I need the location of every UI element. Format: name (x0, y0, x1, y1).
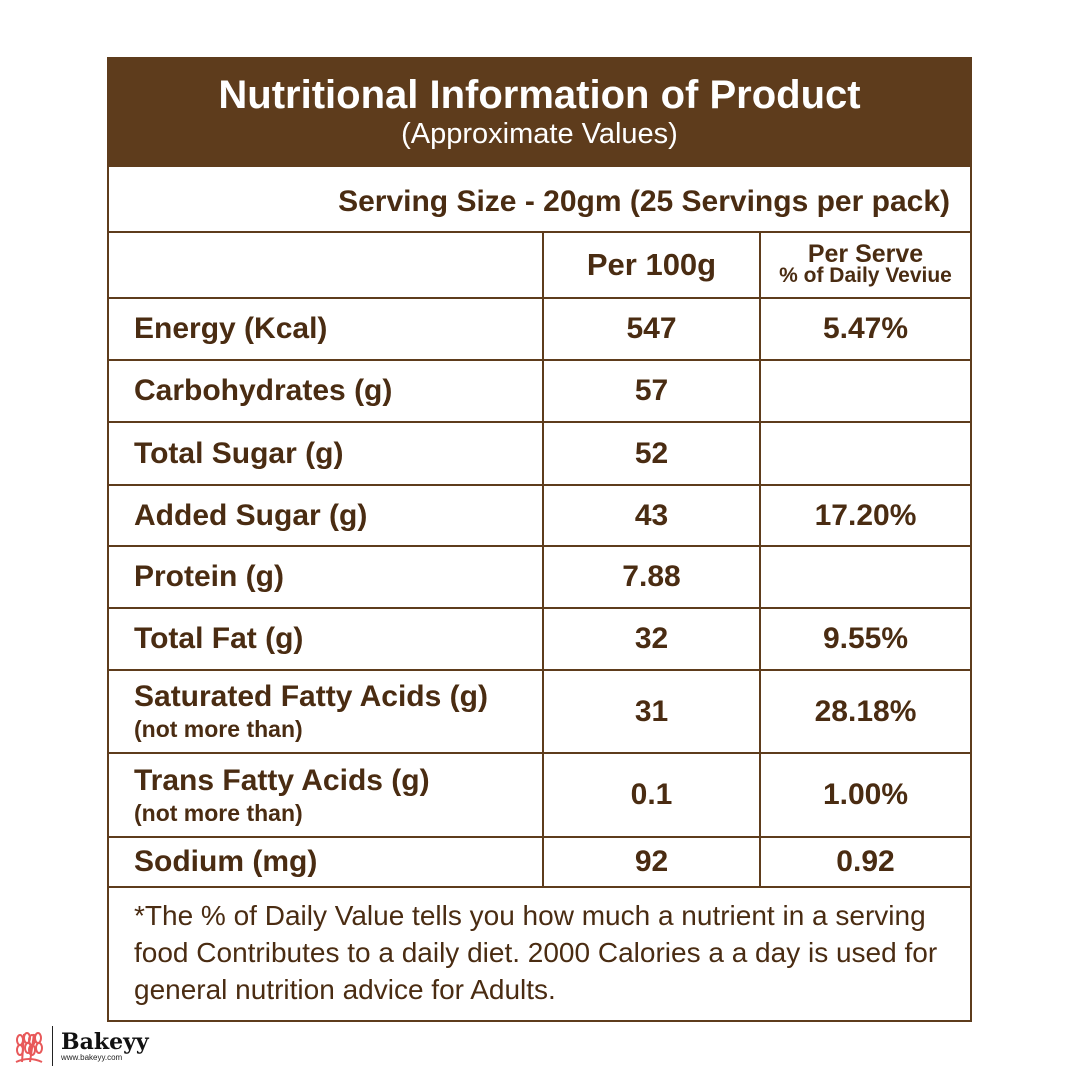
nutrient-name: Trans Fatty Acids (g) (134, 763, 430, 797)
per100-value: 32 (634, 622, 669, 655)
nutrient-name: Energy (Kcal) (134, 312, 328, 345)
nutrition-table: Nutritional Information of Product (Appr… (107, 57, 972, 1022)
nutrient-name: Total Fat (g) (134, 622, 304, 655)
table-row: Added Sugar (g) 43 17.20% (109, 486, 970, 547)
nutrient-name: Saturated Fatty Acids (g) (134, 680, 488, 713)
nutrient-note: (not more than) (134, 716, 303, 742)
daily-value: 28.18% (814, 694, 917, 728)
daily-value: 0.92 (836, 845, 895, 878)
per100-value: 57 (634, 374, 669, 407)
table-header: Nutritional Information of Product (Appr… (109, 59, 970, 167)
nutrient-name: Total Sugar (g) (134, 436, 344, 470)
subtitle: (Approximate Values) (401, 118, 678, 150)
table-row: Trans Fatty Acids (g) (not more than) 0.1… (109, 754, 970, 838)
daily-value: 17.20% (814, 498, 917, 532)
nutrient-name: Protein (g) (134, 560, 284, 593)
logo: Bakeyy www.bakeyy.com (14, 1026, 149, 1066)
nutrient-note: (not more than) (134, 799, 303, 826)
table-row: Energy (Kcal) 547 5.47% (109, 299, 970, 361)
daily-value: 5.47% (822, 312, 909, 345)
daily-value: 9.55% (822, 622, 909, 655)
serving-size: Serving Size - 20gm (25 Servings per pac… (109, 167, 970, 233)
logo-name: Bakeyy (61, 1028, 149, 1055)
daily-value: 1.00% (822, 778, 909, 811)
per100-value: 92 (634, 845, 669, 878)
per100-value: 52 (634, 436, 669, 470)
wheat-icon (15, 1032, 43, 1063)
per100-value: 31 (634, 694, 669, 728)
table-row: Saturated Fatty Acids (g) (not more than)… (109, 671, 970, 754)
table-row: Total Sugar (g) 52 (109, 423, 970, 486)
per100-value: 7.88 (622, 560, 681, 593)
nutrient-name: Carbohydrates (g) (134, 374, 393, 407)
col-perserve: Per Serve (807, 240, 924, 268)
table-row: Total Fat (g) 32 9.55% (109, 609, 970, 671)
per100-value: 0.1 (630, 778, 673, 811)
table-row: Carbohydrates (g) 57 (109, 361, 970, 423)
table-row: Sodium (mg) 92 0.92 (109, 838, 970, 888)
footnote: *The % of Daily Value tells you how much… (134, 900, 938, 1005)
per100-value: 43 (634, 498, 669, 532)
table-row: Protein (g) 7.88 (109, 547, 970, 609)
logo-url: www.bakeyy.com (61, 1052, 123, 1062)
column-header-row: Per 100g Per Serve % of Daily Veviue (109, 233, 970, 299)
nutrient-name: Sodium (mg) (134, 845, 318, 878)
nutrient-name: Added Sugar (g) (134, 498, 368, 532)
per100-value: 547 (626, 312, 677, 345)
col-per100: Per 100g (542, 233, 759, 297)
title: Nutritional Information of Product (218, 73, 861, 117)
col-perserve-sub: % of Daily Veviue (779, 264, 952, 287)
